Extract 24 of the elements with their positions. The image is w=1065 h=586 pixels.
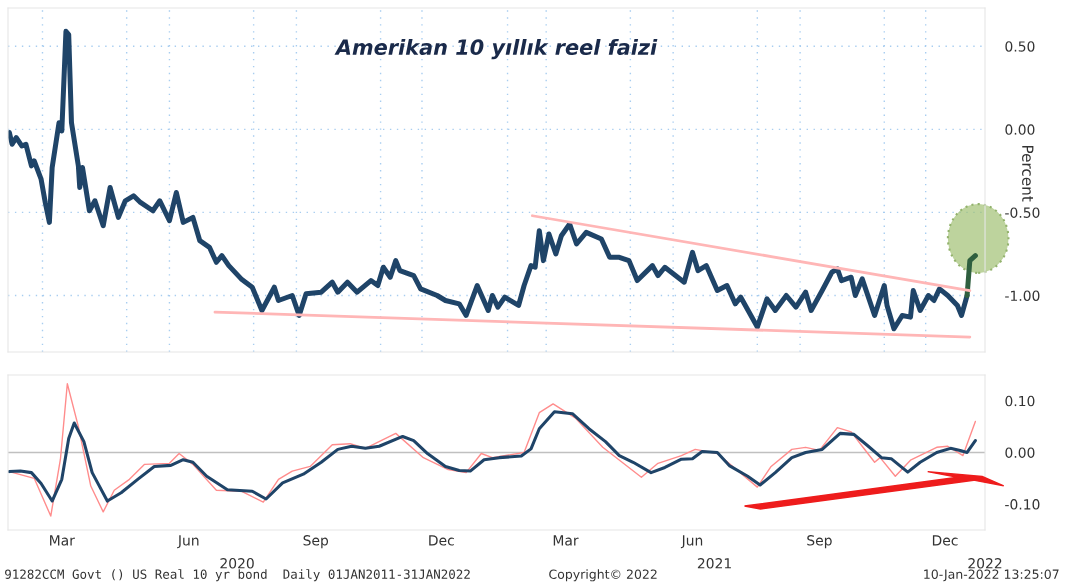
y-tick-label: -0.10 xyxy=(1005,499,1040,510)
y-tick-label: 0.10 xyxy=(1005,395,1035,407)
text: Copyright© 2022 xyxy=(549,569,657,582)
text: 10-Jan-2022 13:25:07 xyxy=(924,569,1059,582)
x-tick-label: Sep xyxy=(303,535,329,549)
y-tick-label: 0.00 xyxy=(1005,447,1035,458)
x2-tick-label: 2020 xyxy=(220,558,254,569)
line-series xyxy=(7,410,977,503)
text: Amerikan 10 yıllık reel faizi xyxy=(334,38,658,60)
x-tick-label: Jun xyxy=(680,535,703,549)
y-axis-title: Percent xyxy=(1022,145,1034,202)
y-tick-label: -0.50 xyxy=(1005,207,1040,218)
x-tick-label: Dec xyxy=(932,535,958,546)
text: 91282CCM Govt () US Real 10 yr bond Daily 01JAN2011-31JAN2022 xyxy=(5,569,470,582)
x-tick-label: Jun xyxy=(177,535,199,549)
x-tick-label: Mar xyxy=(50,535,75,546)
x-tick-label: Dec xyxy=(429,535,454,546)
y-tick-label: 0.00 xyxy=(1005,124,1035,135)
x2-tick-label: 2021 xyxy=(697,558,731,569)
x-tick-label: Mar xyxy=(553,535,579,546)
x-tick-label: Sep xyxy=(807,535,832,549)
x2-tick-label: 2022 xyxy=(968,558,1002,569)
y-tick-label: 0.50 xyxy=(1005,41,1035,52)
y-tick-label: -1.00 xyxy=(1005,290,1040,301)
